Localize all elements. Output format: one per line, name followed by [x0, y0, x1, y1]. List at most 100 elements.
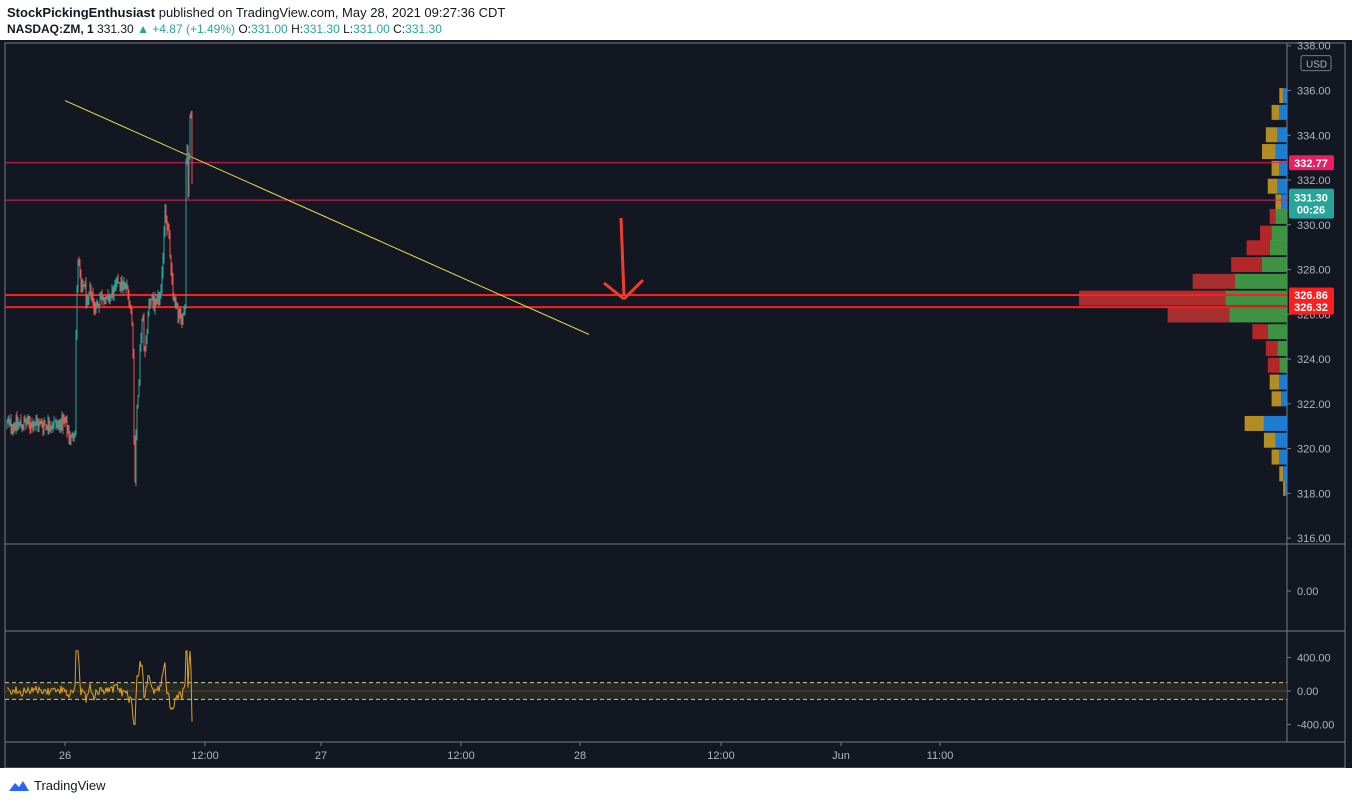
current-price-badge-text: 331.30	[1294, 193, 1328, 205]
volume-profile-bar-up	[1279, 449, 1287, 465]
price-tick-label: 324.00	[1297, 354, 1331, 366]
oscillator-tick-label: -400.00	[1297, 719, 1334, 731]
open-value: 331.00	[251, 22, 288, 36]
volume-profile-bar-down	[1267, 178, 1278, 194]
volume-profile-bar-up	[1235, 273, 1287, 289]
chart-frame	[4, 42, 1346, 768]
price-tick-label: 320.00	[1297, 444, 1331, 456]
volume-profile-bar-down	[1271, 449, 1280, 465]
tradingview-logo-icon	[9, 780, 29, 791]
trendline[interactable]	[64, 100, 590, 335]
time-tick-label: 12:00	[707, 750, 735, 762]
volume-profile-bar-down	[1261, 144, 1276, 160]
volume-profile-bar-up	[1283, 466, 1287, 482]
current-price-badge-bg	[1289, 188, 1334, 219]
volume-profile-bar-up	[1225, 290, 1287, 306]
author-name[interactable]: StockPickingEnthusiast	[7, 5, 156, 20]
volume-profile-bar-up	[1271, 225, 1287, 241]
arrow-head-left	[603, 281, 625, 301]
time-axis[interactable]: 26 12:00 27 12:00 28 12:00 Jun 11:00	[59, 742, 953, 762]
level-badge-bg	[1289, 155, 1334, 171]
volume-profile-bar-up	[1275, 208, 1287, 224]
currency-label: USD	[1306, 60, 1327, 71]
volume-profile-bar-up	[1263, 415, 1287, 431]
tradingview-logo-text: TradingView	[34, 778, 106, 793]
high-label: H:	[291, 22, 304, 36]
volume-profile-bar-up	[1285, 480, 1287, 496]
level-badge-bg	[1289, 287, 1334, 303]
close-label: C:	[393, 22, 406, 36]
price-tick-label: 330.00	[1297, 220, 1331, 232]
price-tick-label: 322.00	[1297, 399, 1331, 411]
volume-profile-bar-down	[1231, 257, 1262, 273]
high-value: 331.30	[303, 22, 340, 36]
volume-profile-bar-up	[1277, 340, 1287, 356]
candles[interactable]	[6, 110, 193, 487]
oscillator-band	[5, 682, 1287, 700]
volume-profile-bar-up	[1275, 432, 1287, 448]
volume-profile-bar-down	[1275, 194, 1282, 210]
low-label: L:	[343, 22, 354, 36]
arrow-annotation[interactable]	[603, 217, 645, 301]
volume-profile-bar-down	[1269, 374, 1280, 390]
volume-profile-bar-up	[1279, 374, 1287, 390]
symbol-legend: NASDAQ:ZM, 1 331.30 ▲ +4.87 (+1.49%) O:3…	[7, 22, 442, 36]
chart-header: StockPickingEnthusiast published on Trad…	[0, 0, 1352, 40]
oscillator-pane[interactable]: 400.00 0.00 -400.00	[5, 650, 1334, 732]
close-value: 331.30	[405, 22, 442, 36]
volume-profile-bar-up	[1283, 88, 1287, 104]
price-tick-label: 316.00	[1297, 533, 1331, 545]
volume-profile-bar-down	[1252, 324, 1268, 340]
volume-profile-bar-down	[1269, 208, 1276, 224]
volume-profile-bar-up	[1279, 160, 1287, 176]
open-label: O:	[238, 22, 252, 36]
arrow-shaft	[619, 217, 626, 297]
level-badge-text: 326.32	[1294, 302, 1328, 314]
symbol-label[interactable]: NASDAQ:ZM, 1	[7, 22, 94, 36]
time-tick-label: 27	[315, 750, 327, 762]
price-tick-label: 338.00	[1297, 41, 1331, 53]
volume-profile-bar-down	[1246, 240, 1270, 256]
volume-profile-bar-up	[1269, 240, 1287, 256]
volume-profile-bar-up	[1275, 144, 1287, 160]
tradingview-logo[interactable]: TradingView	[8, 778, 106, 793]
volume-profile-bar-down	[1265, 127, 1278, 143]
currency-box	[1300, 55, 1332, 72]
horizontal-levels[interactable]	[5, 162, 1287, 309]
volume-profile-bar-down	[1260, 225, 1272, 241]
low-value: 331.00	[353, 22, 390, 36]
time-tick-label: 12:00	[191, 750, 219, 762]
time-tick-label: 26	[59, 750, 71, 762]
volume-profile-bar-up	[1277, 178, 1287, 194]
level-badge-text: 332.77	[1294, 158, 1328, 170]
price-tick-label: 336.00	[1297, 86, 1331, 98]
chart-background	[0, 40, 1352, 768]
level-badge-text: 326.86	[1294, 290, 1328, 302]
volume-profile[interactable]	[1079, 88, 1287, 496]
volume-profile-bar-up	[1277, 127, 1287, 143]
volume-profile-bar-down	[1271, 160, 1280, 176]
volume-profile-bar-down	[1265, 340, 1278, 356]
price-change: ▲ +4.87 (+1.49%)	[137, 22, 235, 36]
oscillator-tick-label: 400.00	[1297, 653, 1331, 665]
volume-profile-bar-down	[1283, 480, 1286, 496]
time-tick-label: 11:00	[927, 750, 954, 762]
price-tick-label: 334.00	[1297, 130, 1331, 142]
time-tick-label: 28	[574, 750, 586, 762]
chart-canvas[interactable]: 338.00 336.00 334.00 332.00 330.00 328.00 326.…	[0, 40, 1352, 768]
time-tick-label: Jun	[832, 750, 850, 762]
volume-profile-bar-down	[1279, 466, 1284, 482]
volume-profile-bar-up	[1279, 357, 1287, 373]
volume-profile-bar-up	[1279, 104, 1287, 120]
level-badge-bg	[1289, 299, 1334, 315]
volume-profile-bar-down	[1267, 357, 1280, 373]
arrow-head-right	[622, 278, 645, 301]
volume-profile-bar-down	[1263, 432, 1276, 448]
volume-profile-bar-down	[1244, 415, 1264, 431]
volume-profile-bar-up	[1281, 194, 1287, 210]
oscillator-line[interactable]	[6, 650, 193, 725]
publish-line: StockPickingEnthusiast published on Trad…	[7, 5, 505, 20]
oscillator-tick-label: 0.00	[1297, 686, 1318, 698]
published-text: published on TradingView.com, May 28, 20…	[158, 5, 506, 20]
